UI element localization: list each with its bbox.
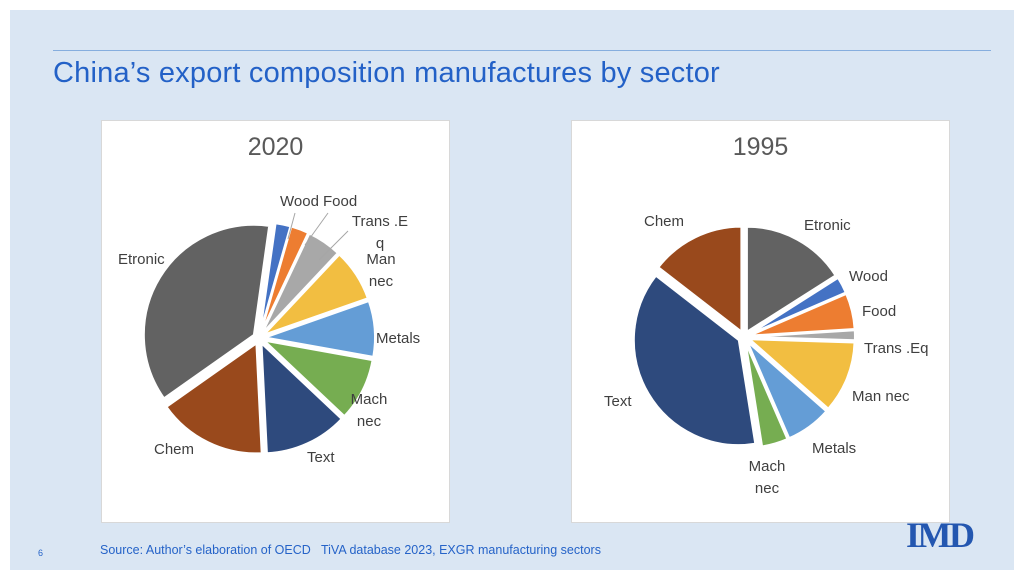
chart-title-1995: 1995 (732, 133, 789, 161)
label-leader-lines (287, 212, 349, 261)
source-note: Source: Author’s elaboration of OECD TiV… (100, 543, 601, 557)
chart-title-2020: 2020 (247, 133, 304, 161)
page-title: China’s export composition manufactures … (53, 57, 720, 89)
pie-label-mach-nec: Mach nec (350, 391, 388, 430)
pie-label-man-nec: Man nec (366, 251, 396, 290)
pie-label-trans-eq: Trans .Eq (864, 340, 929, 357)
pie-slice-metals (746, 340, 828, 440)
pie-label-etronic: Etronic (804, 217, 851, 234)
chart-panel-2020: 2020 Etronic Wood Food Trans .E q Man ne… (101, 120, 450, 523)
pie-chart-2020 (142, 222, 376, 455)
title-divider-line (53, 50, 991, 51)
slide-background: China’s export composition manufactures … (10, 10, 1014, 570)
pie-slice-man-nec (263, 253, 369, 336)
pie-slice-chem (657, 225, 743, 333)
pie-label-mach-nec: Mach nec (748, 458, 786, 497)
pie-slice-text (632, 274, 757, 447)
pie-label-text: Text (307, 449, 335, 466)
pie-label-man-nec: Man nec (852, 388, 910, 405)
pie-slice-etronic (745, 225, 837, 333)
pie-slice-metals (264, 300, 376, 358)
pie-label-food: Food (862, 303, 897, 320)
pie-chart-1995 (632, 225, 856, 448)
page-number: 6 (38, 548, 44, 558)
pie-slice-text (260, 342, 343, 455)
pie-slice-wood (748, 276, 847, 336)
pie-label-chem: Chem (154, 441, 195, 458)
pie-label-wood: Wood (849, 268, 888, 285)
pie-label-metals: Metals (812, 440, 857, 457)
pie-label-trans-eq: Trans .E q (351, 213, 409, 252)
pie-slice-trans-eq (261, 232, 339, 334)
pie-slice-chem (165, 342, 263, 455)
chart-panel-1995: 1995 Chem Etronic Wood Food Trans .Eq Ma… (571, 120, 950, 523)
pie-label-text: Text (604, 393, 632, 410)
pie-label-wood: Wood (280, 193, 319, 210)
imd-logo: IMD (906, 515, 975, 555)
pie-label-chem: Chem (644, 213, 685, 230)
pie-label-food: Food (323, 193, 358, 210)
pie-slice-trans-eq (749, 329, 856, 342)
pie-slice-mach-nec (263, 339, 374, 418)
pie-slice-etronic (142, 223, 271, 400)
pie-slice-man-nec (748, 338, 856, 410)
pie-slice-mach-nec (744, 341, 789, 448)
pie-slice-food (748, 292, 856, 337)
pie-label-etronic: Etronic (118, 251, 165, 268)
pie-label-metals: Metals (376, 330, 421, 347)
